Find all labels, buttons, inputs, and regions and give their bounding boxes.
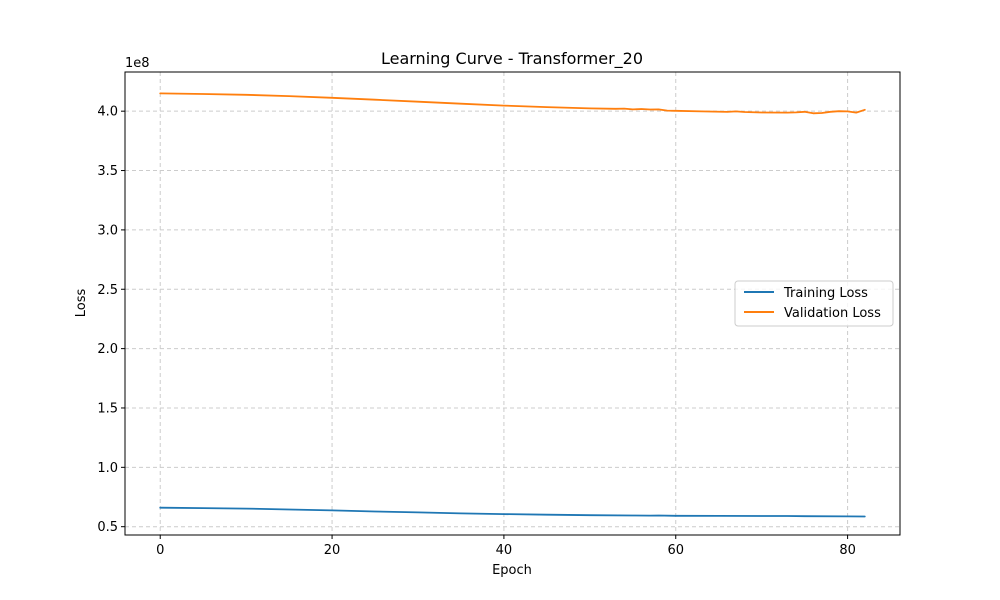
y-axis-label: Loss [74, 289, 89, 318]
x-axis-label: Epoch [492, 563, 532, 578]
series-lines [159, 92, 866, 518]
x-tick-label: 20 [324, 543, 341, 558]
plot-area-frame [124, 71, 901, 536]
series-line-validation-loss [159, 92, 866, 115]
chart-title: Learning Curve - Transformer_20 [381, 49, 643, 69]
legend-label-training-loss: Training Loss [783, 286, 868, 301]
legend-frame [734, 280, 894, 327]
y-tick-label: 1.0 [97, 461, 118, 476]
y-tick-label: 2.0 [97, 342, 118, 357]
y-tick-label: 0.5 [97, 520, 118, 535]
x-tick-label: 0 [156, 543, 164, 558]
y-tick-label: 2.5 [97, 283, 118, 298]
legend: Training Loss Validation Loss [734, 280, 894, 327]
legend-label-validation-loss: Validation Loss [784, 306, 881, 321]
x-tick-label: 40 [496, 543, 513, 558]
x-tick-label: 80 [839, 543, 856, 558]
y-tick-label: 1.5 [97, 401, 118, 416]
y-tick-label: 3.5 [97, 164, 118, 179]
y-offset-label: 1e8 [125, 56, 150, 71]
y-tick-label: 4.0 [97, 105, 118, 120]
x-tick-label: 60 [667, 543, 684, 558]
series-line-training-loss [159, 506, 866, 518]
axis-ticks: 0 20 40 60 80 0.5 1.0 1.5 2.0 2.5 3.0 3.5 4.0 [97, 105, 856, 558]
y-tick-label: 3.0 [97, 223, 118, 238]
